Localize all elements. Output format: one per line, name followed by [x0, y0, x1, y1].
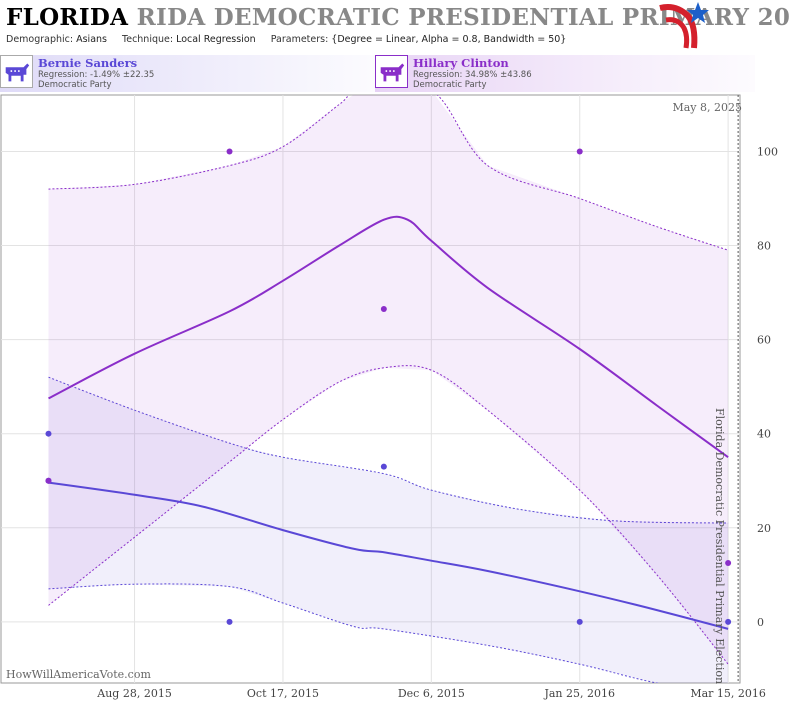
event-label: Florida Democratic Presidential Primary …: [713, 408, 726, 684]
technique-value: Local Regression: [176, 34, 256, 45]
clinton-lower-bound: [48, 365, 729, 665]
clinton-data-point: [45, 477, 52, 484]
sanders-data-point: [576, 618, 583, 625]
x-tick-label: Dec 6, 2015: [398, 687, 465, 700]
x-tick-label: Aug 28, 2015: [96, 687, 172, 700]
site-logo[interactable]: [658, 0, 710, 52]
candidate-regression: Regression: 34.98% ±43.86: [413, 70, 532, 80]
plot-frame: [0, 94, 741, 684]
axes: 0 20 40 60 80 100 Aug 28, 2015 Oct 17, 2015 Dec …: [96, 95, 778, 700]
regression-lines: [48, 215, 729, 630]
x-tick-label: Mar 15, 2016: [690, 687, 766, 700]
sanders-upper-bound: [48, 376, 729, 524]
candidate-sanders: Bernie Sanders Regression: -1.49% ±22.35…: [0, 55, 380, 92]
parameters-key: Parameters:: [270, 34, 329, 45]
date-label: May 8, 2025: [672, 101, 742, 114]
clinton-data-point: [725, 560, 732, 567]
clinton-data-point: [380, 306, 387, 313]
x-tick-label: Oct 17, 2015: [247, 687, 319, 700]
star-icon: [687, 2, 709, 23]
title-state: FLORIDA: [6, 4, 129, 31]
candidate-name: Hillary Clinton: [413, 56, 509, 70]
clinton-regression-line: [48, 215, 729, 459]
header: FLORIDA RIDA DEMOCRATIC PRESIDENTIAL PRI…: [0, 0, 789, 52]
logo-stripe-inner: [665, 17, 690, 49]
clinton-data-point: [576, 148, 583, 155]
sanders-data-point: [226, 618, 233, 625]
democrat-donkey-icon: [0, 55, 33, 88]
sanders-data-point: [725, 618, 732, 625]
parameters-line: Demographic: Asians Technique: Local Regre…: [6, 34, 578, 45]
candidate-party: Democratic Party: [38, 80, 112, 90]
technique-key: Technique:: [122, 34, 174, 45]
demographic-key: Demographic:: [6, 34, 74, 45]
candidate-regression: Regression: -1.49% ±22.35: [38, 70, 155, 80]
logo-stripe-outer: [659, 4, 698, 49]
y-tick-label: 80: [757, 240, 771, 253]
democrat-donkey-icon: [375, 55, 408, 88]
y-tick-label: 20: [757, 522, 771, 535]
candidate-party: Democratic Party: [413, 80, 487, 90]
y-tick-label: 100: [757, 145, 778, 158]
clinton-confidence-band: [48, 95, 729, 665]
data-points: [45, 148, 732, 625]
y-tick-label: 60: [757, 334, 771, 347]
sanders-regression-line: [48, 481, 729, 630]
watermark[interactable]: HowWillAmericaVote.com: [6, 668, 151, 681]
grid: [1, 95, 740, 683]
clinton-upper-bound: [48, 95, 729, 251]
clinton-data-point: [226, 148, 233, 155]
sanders-confidence-band: [48, 377, 729, 683]
sanders-data-point: [380, 463, 387, 470]
sanders-data-point: [45, 430, 52, 437]
y-tick-label: 0: [757, 616, 764, 629]
y-tick-label: 40: [757, 428, 771, 441]
sanders-lower-bound: [48, 583, 660, 683]
candidate-clinton: Hillary Clinton Regression: 34.98% ±43.8…: [375, 55, 755, 92]
demographic-value: Asians: [76, 34, 107, 45]
confidence-bands: [48, 95, 729, 683]
x-tick-label: Jan 25, 2016: [543, 687, 615, 700]
candidate-name: Bernie Sanders: [38, 56, 138, 70]
parameters-value: {Degree = Linear, Alpha = 0.8, Bandwidth…: [331, 34, 567, 45]
